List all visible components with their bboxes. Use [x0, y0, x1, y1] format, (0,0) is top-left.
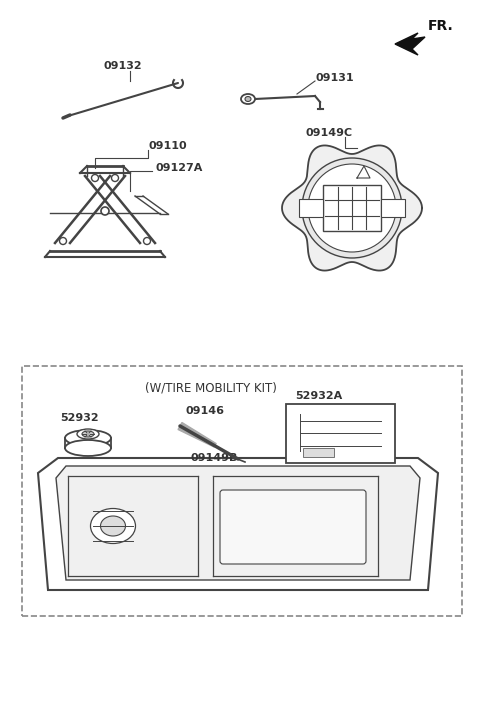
Text: FR.: FR. [428, 19, 454, 33]
FancyBboxPatch shape [220, 490, 366, 564]
Ellipse shape [308, 164, 396, 252]
Ellipse shape [241, 94, 255, 104]
FancyBboxPatch shape [302, 448, 334, 457]
Text: 09149C: 09149C [305, 128, 352, 138]
FancyBboxPatch shape [286, 404, 395, 463]
Polygon shape [282, 145, 422, 271]
Polygon shape [178, 422, 216, 447]
Text: 09127A: 09127A [155, 163, 203, 173]
Text: 09146: 09146 [185, 406, 224, 416]
PathPatch shape [38, 458, 438, 590]
Ellipse shape [92, 175, 98, 181]
FancyBboxPatch shape [323, 185, 381, 231]
Ellipse shape [111, 175, 119, 181]
Polygon shape [395, 33, 425, 55]
Ellipse shape [77, 429, 99, 439]
Text: (W/TIRE MOBILITY KIT): (W/TIRE MOBILITY KIT) [145, 382, 277, 395]
Ellipse shape [245, 97, 251, 102]
Text: 09110: 09110 [148, 141, 187, 151]
Ellipse shape [100, 516, 125, 536]
Text: 52932A: 52932A [295, 391, 342, 401]
FancyBboxPatch shape [299, 199, 323, 217]
Text: 09131: 09131 [315, 73, 354, 83]
Text: 09132: 09132 [103, 61, 142, 71]
FancyBboxPatch shape [381, 199, 405, 217]
Bar [22, 366, 462, 616]
Ellipse shape [65, 430, 111, 446]
Ellipse shape [144, 238, 151, 244]
Ellipse shape [91, 508, 135, 543]
Ellipse shape [101, 207, 109, 215]
Ellipse shape [302, 158, 402, 258]
Text: 09149B: 09149B [190, 453, 238, 463]
Ellipse shape [65, 440, 111, 456]
Ellipse shape [60, 238, 67, 244]
PathPatch shape [56, 466, 420, 580]
Ellipse shape [82, 431, 94, 437]
Text: 52932: 52932 [60, 413, 98, 423]
